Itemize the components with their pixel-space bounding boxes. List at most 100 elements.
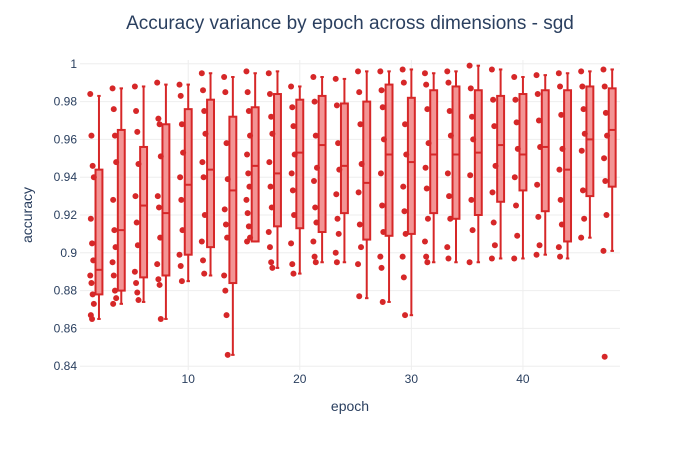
data-point — [310, 177, 317, 184]
data-point — [289, 187, 296, 194]
data-point — [421, 238, 428, 245]
data-point — [313, 219, 320, 226]
data-point — [221, 74, 228, 81]
y-axis-title: accuracy — [19, 187, 35, 243]
y-tick-label: 0.9 — [60, 246, 77, 260]
data-point — [378, 264, 385, 271]
box-epoch-36 — [473, 64, 483, 264]
data-point — [491, 123, 498, 130]
iqr-box — [295, 98, 305, 230]
box-epoch-30 — [406, 68, 416, 317]
data-point — [466, 62, 473, 69]
data-point — [154, 193, 161, 200]
iqr-box — [362, 100, 372, 241]
box-epoch-8 — [161, 83, 171, 320]
data-point — [109, 259, 116, 266]
data-point — [244, 210, 251, 217]
data-point — [90, 300, 97, 307]
x-tick-label: 20 — [293, 372, 307, 386]
data-point — [488, 255, 495, 262]
data-point — [224, 234, 231, 241]
data-point — [399, 253, 406, 260]
y-tick-label: 0.92 — [54, 208, 78, 222]
data-point — [89, 291, 96, 298]
x-tick-label: 40 — [516, 372, 530, 386]
data-point — [358, 244, 365, 251]
data-point — [422, 164, 429, 171]
data-point — [402, 230, 409, 237]
data-point — [335, 230, 342, 237]
data-point — [179, 227, 186, 234]
data-point — [269, 264, 276, 271]
data-point — [380, 136, 387, 143]
data-point — [135, 297, 142, 304]
box-epoch-16 — [250, 72, 260, 243]
data-point — [177, 92, 184, 99]
data-point — [534, 181, 541, 188]
data-point — [154, 79, 161, 86]
iqr-box — [518, 93, 528, 192]
data-point — [355, 189, 362, 196]
data-point — [601, 155, 608, 162]
data-point — [600, 66, 607, 73]
data-point — [222, 287, 229, 294]
data-point — [310, 238, 317, 245]
data-point — [290, 123, 297, 130]
iqr-box — [585, 85, 595, 198]
data-point — [155, 276, 162, 283]
data-point — [288, 83, 295, 90]
data-point — [581, 215, 588, 222]
data-point — [177, 174, 184, 181]
data-point — [157, 315, 164, 322]
data-point — [222, 221, 229, 228]
iqr-box — [496, 94, 506, 203]
iqr-box — [273, 93, 282, 228]
data-point — [490, 219, 497, 226]
data-point — [447, 132, 454, 139]
data-point — [578, 147, 585, 154]
data-point — [110, 272, 117, 279]
data-point — [380, 229, 387, 236]
data-point — [558, 221, 565, 228]
data-point — [268, 204, 275, 211]
iqr-box — [607, 87, 617, 188]
data-point — [555, 70, 562, 77]
data-point — [155, 115, 162, 122]
data-point — [579, 83, 586, 90]
data-point — [180, 149, 187, 156]
data-point — [110, 106, 117, 113]
data-point — [467, 85, 474, 92]
data-point — [265, 70, 272, 77]
chart-title: Accuracy variance by epoch across dimens… — [126, 13, 574, 34]
iqr-box — [406, 96, 416, 235]
iqr-box — [384, 83, 394, 237]
data-point — [266, 244, 273, 251]
data-point — [445, 79, 452, 86]
data-point — [402, 312, 409, 319]
data-point — [113, 295, 120, 302]
data-point — [112, 244, 119, 251]
data-point — [424, 215, 431, 222]
box-epoch-6 — [139, 85, 149, 303]
data-point — [109, 85, 116, 92]
data-point — [400, 274, 407, 281]
data-point — [88, 280, 95, 287]
box-epoch-26 — [362, 70, 372, 300]
data-point — [157, 153, 164, 160]
data-point — [446, 193, 453, 200]
y-tick-label: 1 — [70, 57, 77, 71]
iqr-box — [94, 168, 104, 296]
iqr-box — [139, 145, 149, 279]
data-point — [312, 259, 319, 266]
data-point — [176, 81, 183, 88]
data-point — [289, 104, 296, 111]
iqr-box — [161, 123, 171, 277]
data-point — [288, 170, 295, 177]
data-point — [135, 160, 142, 167]
data-point — [221, 206, 228, 213]
data-point — [266, 91, 273, 98]
data-point — [155, 204, 162, 211]
data-point — [467, 172, 474, 179]
data-point — [444, 170, 451, 177]
